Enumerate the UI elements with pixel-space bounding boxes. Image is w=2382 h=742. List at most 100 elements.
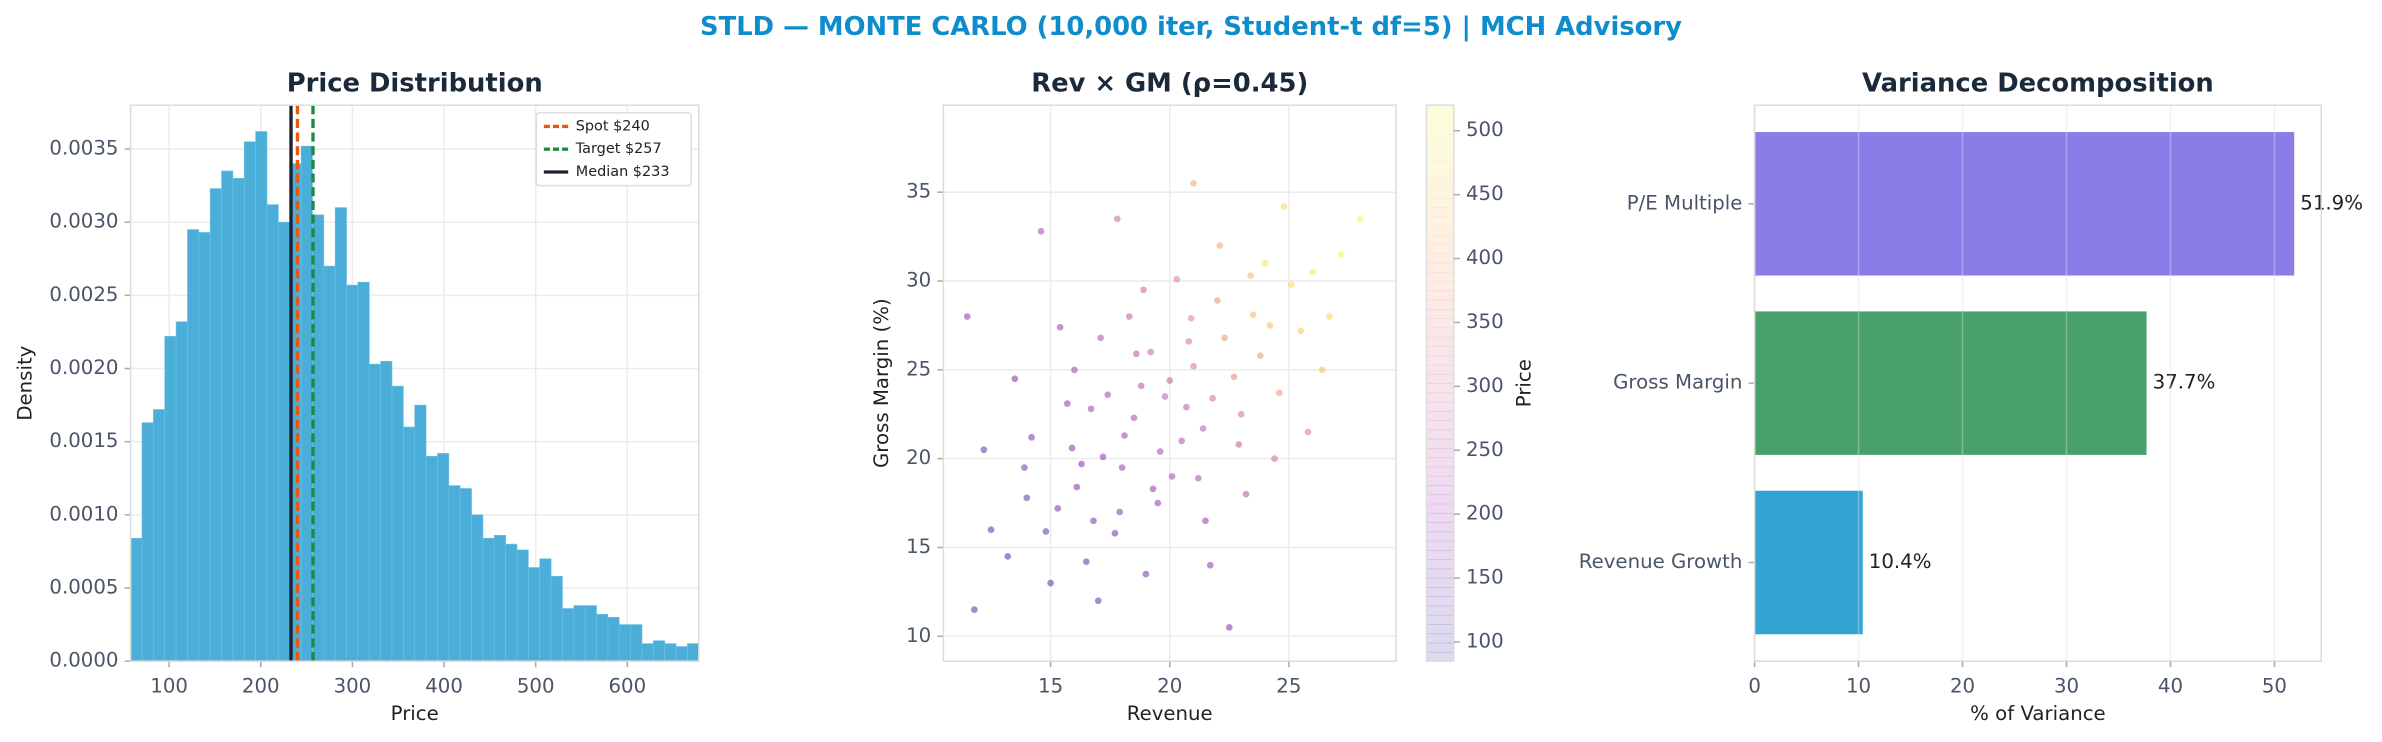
scatter-point bbox=[980, 446, 988, 454]
histogram-bar bbox=[687, 643, 700, 662]
histogram-bar bbox=[550, 575, 563, 662]
scatter-point bbox=[1130, 414, 1138, 422]
colorbar-tick-label: 300 bbox=[1466, 374, 1504, 397]
histogram-bar bbox=[221, 170, 234, 662]
y-tick-label: 10 bbox=[906, 624, 931, 647]
histogram-bar bbox=[391, 385, 404, 662]
colorbar-band bbox=[1426, 225, 1454, 236]
scatter-point bbox=[1190, 179, 1197, 187]
scatter-point bbox=[1304, 428, 1312, 436]
colorbar-band bbox=[1426, 596, 1454, 607]
colorbar-band bbox=[1426, 401, 1454, 412]
scatter-point bbox=[1118, 464, 1126, 471]
colorbar-label: Price bbox=[1513, 359, 1536, 407]
scatter-point bbox=[1104, 391, 1112, 399]
colorbar-band bbox=[1426, 327, 1454, 338]
colorbar-band bbox=[1426, 132, 1454, 143]
scatter-point bbox=[1099, 453, 1107, 461]
scatter-point bbox=[1357, 215, 1364, 223]
y-tick-label: 0.0035 bbox=[49, 137, 118, 160]
histogram-bar bbox=[528, 567, 541, 662]
histogram-bar bbox=[300, 145, 313, 662]
histogram-bar bbox=[471, 514, 484, 662]
colorbar-band bbox=[1426, 309, 1454, 320]
scatter-point bbox=[1202, 517, 1209, 525]
scatter-point bbox=[1121, 432, 1128, 439]
colorbar-tick-label: 100 bbox=[1466, 629, 1504, 652]
x-tick-label: 20 bbox=[1157, 674, 1182, 697]
scatter-point bbox=[1280, 203, 1288, 210]
histogram-bar bbox=[153, 409, 166, 662]
colorbar-band bbox=[1426, 420, 1454, 431]
histogram-bar bbox=[653, 640, 666, 662]
histogram-bar bbox=[141, 422, 154, 662]
scatter-point bbox=[1037, 227, 1045, 235]
colorbar-band bbox=[1426, 457, 1454, 468]
y-tick-label: Gross Margin bbox=[1613, 371, 1742, 394]
x-axis-label: % of Variance bbox=[1970, 702, 2106, 725]
histogram-bar bbox=[175, 321, 188, 662]
scatter-point bbox=[1137, 382, 1145, 390]
colorbar-tick-label: 450 bbox=[1466, 182, 1504, 205]
scatter-point bbox=[1209, 394, 1216, 402]
scatter-point bbox=[1206, 561, 1214, 569]
histogram-bar bbox=[482, 537, 495, 662]
colorbar-band bbox=[1426, 559, 1454, 570]
legend-label: Spot $240 bbox=[576, 118, 650, 134]
chart-title: Variance Decomposition bbox=[1862, 68, 2214, 98]
y-tick-label: P/E Multiple bbox=[1627, 191, 1743, 214]
histogram-bar bbox=[675, 646, 688, 662]
histogram-bar bbox=[641, 643, 654, 662]
histogram-bar bbox=[414, 404, 427, 662]
colorbar-band bbox=[1426, 160, 1454, 171]
colorbar-band bbox=[1426, 355, 1454, 366]
histogram-bar bbox=[573, 605, 586, 662]
colorbar-tick-label: 350 bbox=[1466, 310, 1504, 333]
colorbar-band bbox=[1426, 522, 1454, 533]
y-tick-label: 0.0020 bbox=[49, 356, 118, 379]
scatter-point bbox=[1023, 494, 1031, 502]
scatter-point bbox=[1011, 375, 1019, 383]
legend-label: Median $233 bbox=[576, 164, 670, 180]
histogram-bar bbox=[607, 616, 620, 662]
colorbar-band bbox=[1426, 281, 1454, 292]
value-label: 51.9% bbox=[2300, 191, 2363, 214]
scatter-point bbox=[1237, 410, 1245, 418]
scatter-point bbox=[1187, 314, 1195, 322]
histogram-bar bbox=[187, 229, 200, 662]
bar bbox=[1754, 311, 2147, 455]
colorbar-band bbox=[1426, 605, 1454, 616]
scatter-point bbox=[1068, 444, 1076, 452]
colorbar-band bbox=[1426, 373, 1454, 384]
scatter-point bbox=[1309, 268, 1317, 276]
y-tick-label: 0.0030 bbox=[49, 210, 118, 233]
colorbar-tick-label: 250 bbox=[1466, 438, 1504, 461]
scatter-point bbox=[1147, 348, 1155, 356]
histogram-bar bbox=[437, 453, 450, 662]
y-tick-label: 0.0000 bbox=[49, 649, 118, 672]
colorbar-band bbox=[1426, 142, 1454, 153]
histogram-bar bbox=[357, 281, 370, 662]
histogram-bar bbox=[232, 178, 245, 662]
plot-frame bbox=[129, 104, 700, 662]
value-label: 10.4% bbox=[1869, 550, 1932, 573]
figure-title: STLD — MONTE CARLO (10,000 iter, Student… bbox=[700, 12, 1682, 42]
colorbar-band bbox=[1426, 188, 1454, 199]
scatter-point bbox=[1168, 473, 1176, 480]
chart-title: Rev × GM (ρ=0.45) bbox=[1031, 68, 1308, 98]
histogram-bar bbox=[243, 141, 256, 662]
colorbar-tick-label: 150 bbox=[1466, 566, 1504, 589]
histogram-bar bbox=[346, 284, 359, 662]
scatter-point bbox=[1221, 334, 1228, 342]
colorbar-band bbox=[1426, 485, 1454, 496]
histogram-bar bbox=[368, 363, 381, 662]
scatter-point bbox=[1216, 242, 1224, 249]
x-axis-label: Price bbox=[391, 702, 439, 725]
colorbar-band bbox=[1426, 244, 1454, 255]
scatter-point bbox=[1156, 448, 1164, 455]
colorbar-band bbox=[1426, 105, 1454, 116]
scatter-point bbox=[1194, 474, 1202, 482]
y-tick-label: 30 bbox=[906, 269, 931, 292]
y-tick-label: 20 bbox=[906, 446, 931, 469]
colorbar-tick-label: 500 bbox=[1466, 118, 1504, 141]
